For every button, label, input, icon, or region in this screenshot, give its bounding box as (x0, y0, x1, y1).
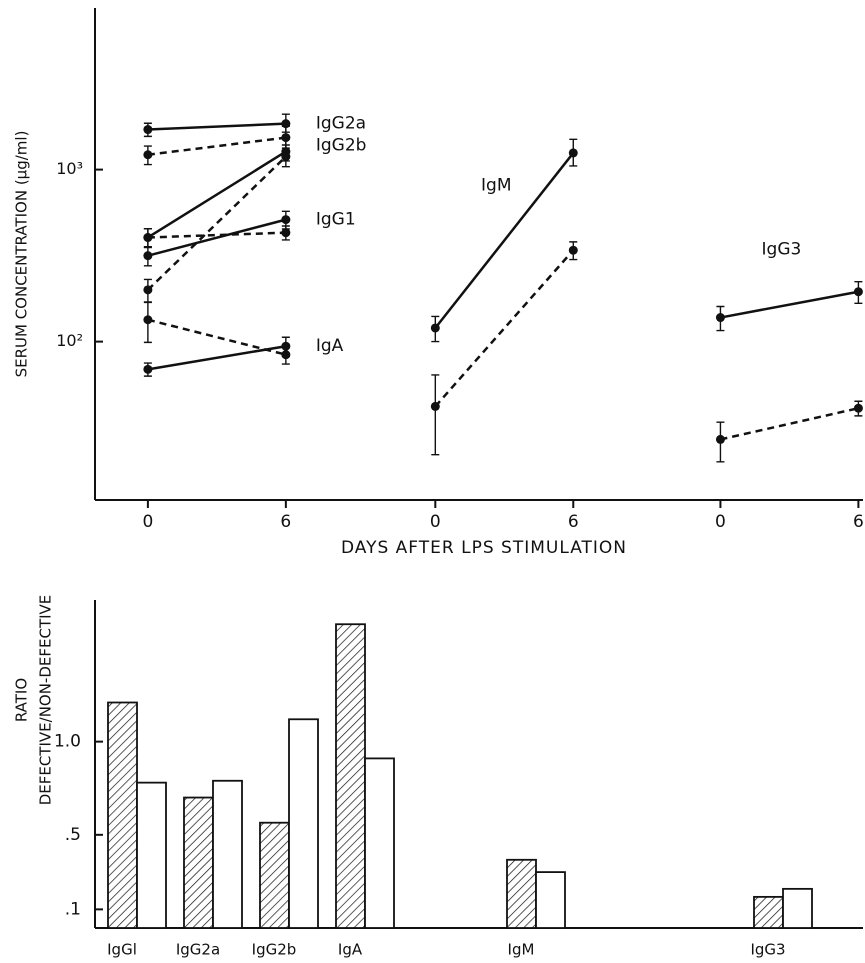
data-point (143, 315, 153, 325)
series-line (147, 345, 287, 371)
bar (506, 858, 537, 929)
y-axis-label: SERUM CONCENTRATION (µg/ml) (13, 131, 31, 378)
bar (107, 701, 138, 929)
y-tick-label: .1 (65, 899, 81, 919)
data-point (853, 287, 863, 297)
data-point (568, 245, 578, 255)
y-tick-label: .5 (65, 825, 81, 845)
y-axis-label: RATIO (13, 678, 31, 722)
bar (288, 718, 319, 929)
series-line (147, 136, 287, 156)
bar (212, 779, 243, 929)
series-label: IgG2b (316, 136, 367, 156)
y-axis-label: DEFECTIVE/NON-DEFECTIVE (37, 595, 55, 806)
x-tick-label: IgA (338, 941, 363, 959)
x-tick-label: 6 (280, 512, 291, 532)
series-label: IgG1 (316, 210, 356, 230)
series-label: IgA (316, 336, 344, 356)
x-tick-label: 6 (853, 512, 864, 532)
data-point (143, 251, 153, 261)
x-tick-label: IgM (508, 941, 535, 959)
data-point (430, 323, 440, 333)
y-tick-label: 10² (56, 331, 83, 350)
bar (259, 821, 290, 929)
data-point (430, 401, 440, 411)
data-point (143, 232, 153, 242)
y-tick-label: 1.0 (54, 732, 81, 752)
data-point (143, 364, 153, 374)
panel-label: IgG3 (762, 240, 802, 260)
y-tick-label: 10³ (56, 159, 83, 178)
data-point (568, 148, 578, 158)
bar (335, 623, 366, 929)
x-tick-label: 0 (715, 512, 726, 532)
data-point (715, 434, 725, 444)
x-axis-label: DAYS AFTER LPS STIMULATION (341, 538, 627, 558)
error-bar (431, 374, 440, 456)
data-point (143, 125, 153, 135)
bar (183, 796, 214, 929)
data-point (281, 215, 291, 225)
x-tick-label: 6 (568, 512, 579, 532)
x-tick-label: IgG2a (176, 941, 220, 959)
x-tick-label: IgGl (107, 941, 137, 959)
x-tick-label: 0 (430, 512, 441, 532)
data-point (281, 228, 291, 238)
x-tick-label: IgG3 (750, 941, 785, 959)
data-point (715, 313, 725, 323)
bar (364, 757, 395, 929)
bar (753, 895, 784, 929)
series-line (434, 152, 575, 329)
series-line (720, 290, 859, 319)
data-point (853, 403, 863, 413)
panel-label: IgM (481, 175, 511, 195)
bar (136, 781, 167, 929)
series-line (720, 406, 859, 441)
bar (782, 887, 813, 929)
data-point (143, 285, 153, 295)
series-line (147, 218, 287, 257)
data-point (281, 341, 291, 351)
series-line (147, 150, 287, 239)
x-tick-label: 0 (142, 512, 153, 532)
series-line (147, 155, 287, 291)
data-point (143, 150, 153, 160)
series-label: IgG2a (316, 114, 366, 134)
data-point (281, 152, 291, 162)
bar (535, 871, 566, 929)
x-tick-label: IgG2b (252, 941, 297, 959)
series-line (434, 249, 575, 408)
series-line (147, 122, 286, 131)
